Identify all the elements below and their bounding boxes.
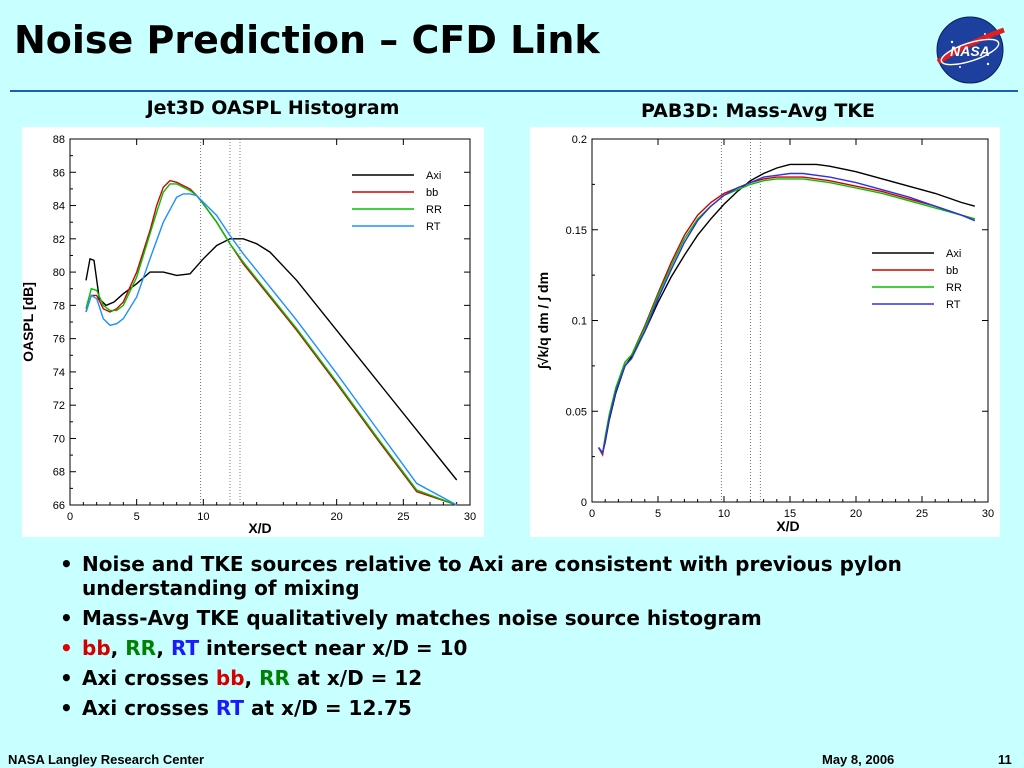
x-axis-label: X/D <box>248 520 271 536</box>
series-line-rt <box>598 172 976 455</box>
nasa-logo-icon: NASA <box>936 16 1005 84</box>
rt-label: RT <box>170 636 200 660</box>
title-divider <box>10 90 1018 92</box>
bullet-text: at x/D = 12.75 <box>244 696 412 720</box>
legend-label: RT <box>946 299 961 311</box>
right-chart-panel: 0 0.05 0.1 0.15 0.2 0 5 10 15 20 25 30 X/D ∫√k/q dm /… <box>530 127 1000 537</box>
plot-frame <box>69 138 471 506</box>
series-line-axi <box>85 238 458 481</box>
x-tick-label: 20 <box>850 508 862 520</box>
series-line-bb <box>597 176 975 457</box>
x-tick-label: 5 <box>134 511 140 523</box>
rr-label: RR <box>259 666 290 690</box>
rr-label: RR <box>125 636 157 660</box>
y-tick-label: 0.2 <box>572 134 587 146</box>
bb-label: bb <box>82 636 111 660</box>
y-tick-label: 86 <box>53 167 65 179</box>
bullet-item: Noise and TKE sources relative to Axi ar… <box>60 552 960 600</box>
right-chart: 0 0.05 0.1 0.15 0.2 0 5 10 15 20 25 30 X/D ∫√k/q dm /… <box>535 134 994 534</box>
x-axis-label: X/D <box>776 518 799 534</box>
separator: , <box>244 666 260 690</box>
legend-label: RR <box>426 204 442 216</box>
y-tick-label: 88 <box>53 134 65 146</box>
legend-label: RT <box>426 221 441 233</box>
x-tick-label: 25 <box>916 508 928 520</box>
y-tick-label: 84 <box>53 201 65 213</box>
y-tick-label: 0.05 <box>566 406 587 418</box>
bullet-item: Axi crosses bb, RR at x/D = 12 <box>60 666 960 690</box>
y-tick-label: 74 <box>53 367 65 379</box>
series-line-axi <box>598 163 975 455</box>
legend-label: Axi <box>426 170 441 182</box>
y-tick-label: 70 <box>53 433 65 445</box>
legend-label: Axi <box>946 248 961 260</box>
separator: , <box>156 636 171 660</box>
series-line-rt <box>85 193 458 506</box>
x-tick-label: 5 <box>655 508 661 520</box>
logo-text: NASA <box>950 43 990 59</box>
x-tick-label: 0 <box>67 511 73 523</box>
bullet-item: Axi crosses RT at x/D = 12.75 <box>60 696 960 720</box>
x-tick-label: 30 <box>982 508 994 520</box>
y-tick-label: 0 <box>581 497 587 509</box>
legend-label: bb <box>946 265 958 277</box>
series-line-bb <box>85 179 457 506</box>
series-line-rr <box>85 183 457 506</box>
x-tick-label: 10 <box>718 508 730 520</box>
bullet-text: Axi crosses <box>82 666 216 690</box>
x-tick-label: 20 <box>331 511 343 523</box>
page-number: 11 <box>998 752 1012 767</box>
legend-label: bb <box>426 187 438 199</box>
bb-label: bb <box>215 666 245 690</box>
y-tick-label: 68 <box>53 467 65 479</box>
y-tick-label: 82 <box>53 234 65 246</box>
chart-title-left: Jet3D OASPL Histogram <box>146 97 400 119</box>
footer-organization: NASA Langley Research Center <box>8 752 205 767</box>
rt-label: RT <box>215 696 245 720</box>
y-axis-label: OASPL [dB] <box>22 282 36 362</box>
y-tick-label: 78 <box>53 300 65 312</box>
bullet-text: Mass-Avg TKE qualitatively matches noise… <box>82 606 762 630</box>
bullet-text: intersect near x/D = 10 <box>199 636 468 660</box>
y-axis-label: ∫√k/q dm / ∫ dm <box>535 272 552 370</box>
legend-label: RR <box>946 282 962 294</box>
bullet-item: bb, RR, RT intersect near x/D = 10 <box>60 636 960 660</box>
chart-title-right: PAB3D: Mass-Avg TKE <box>640 100 876 122</box>
bullet-text: Axi crosses <box>82 696 216 720</box>
bullet-list: Noise and TKE sources relative to Axi ar… <box>60 552 960 726</box>
x-tick-label: 0 <box>589 508 595 520</box>
footer-date: May 8, 2006 <box>822 752 895 767</box>
y-tick-label: 76 <box>53 334 65 346</box>
series-line-rr <box>598 178 975 455</box>
y-tick-label: 72 <box>53 400 65 412</box>
y-tick-label: 80 <box>53 267 65 279</box>
bullet-item: Mass-Avg TKE qualitatively matches noise… <box>60 606 960 630</box>
y-tick-label: 0.1 <box>572 316 587 328</box>
left-chart-panel: 66 68 70 72 74 76 78 80 82 84 86 88 0 5 10 20 25 30 X/D OAS… <box>20 127 484 537</box>
bullet-text: at x/D = 12 <box>289 666 423 690</box>
x-tick-label: 25 <box>397 511 409 523</box>
y-tick-label: 66 <box>53 500 65 512</box>
plot-frame <box>591 138 989 503</box>
x-tick-label: 15 <box>784 508 796 520</box>
separator: , <box>110 636 126 660</box>
slide-title: Noise Prediction – CFD Link <box>14 18 600 62</box>
x-tick-label: 30 <box>464 511 476 523</box>
bullet-text: Noise and TKE sources relative to Axi ar… <box>82 552 902 600</box>
y-tick-label: 0.15 <box>566 225 587 237</box>
left-chart: 66 68 70 72 74 76 78 80 82 84 86 88 0 5 10 20 25 30 X/D OAS… <box>20 134 476 536</box>
x-tick-label: 10 <box>197 511 209 523</box>
